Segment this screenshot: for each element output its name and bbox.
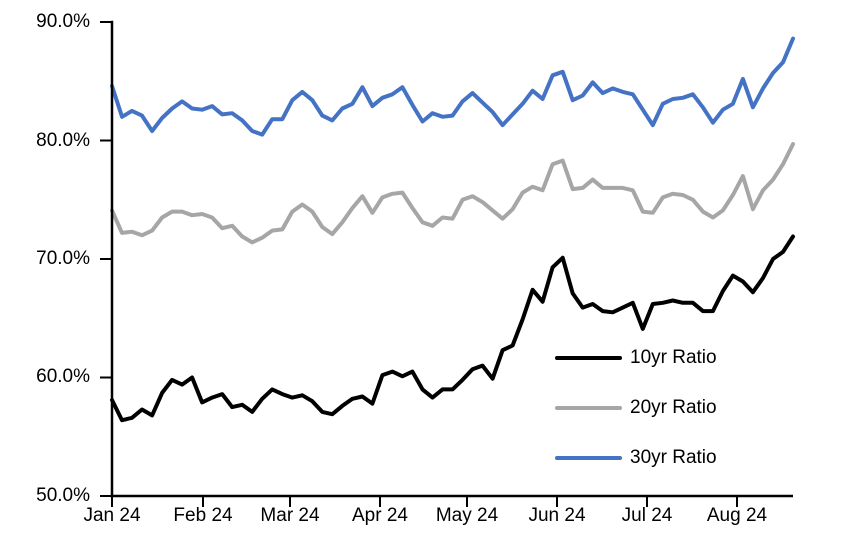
legend-item-30yr: 30yr Ratio [555,445,717,471]
x-tick-label-jun: Jun 24 [528,505,586,526]
legend-item-10yr: 10yr Ratio [555,345,717,371]
y-tick-marks [100,21,112,497]
x-tick-marks [111,496,738,507]
x-tick-label-may: May 24 [435,505,499,526]
legend-swatch-10yr-line [555,356,622,360]
x-tick-label-mar: Mar 24 [260,505,320,526]
legend-label-20yr: 20yr Ratio [630,397,717,418]
series-line-30yr [110,36,795,137]
x-tick-label-apr: Apr 24 [352,505,408,526]
y-tick-label-70: 70.0% [36,248,90,269]
x-tick-label-jul: Jul 24 [621,505,673,526]
x-tick-label-aug: Aug 24 [706,505,768,526]
legend-item-20yr: 20yr Ratio [555,395,717,421]
legend-label-10yr: 10yr Ratio [630,347,717,368]
series-line-10yr [110,234,795,423]
y-tick-label-50: 50.0% [36,485,90,506]
legend-label-30yr: 30yr Ratio [630,447,717,468]
series-layer [110,36,795,423]
x-tick-label-feb: Feb 24 [173,505,233,526]
series-line-20yr [110,142,795,245]
y-tick-label-60: 60.0% [36,366,90,387]
legend-swatch-30yr-line [555,456,622,460]
legend-swatch-20yr-line [555,406,622,410]
x-tick-label-jan: Jan 24 [83,505,141,526]
y-tick-label-90: 90.0% [36,11,90,32]
y-tick-label-80: 80.0% [36,130,90,151]
